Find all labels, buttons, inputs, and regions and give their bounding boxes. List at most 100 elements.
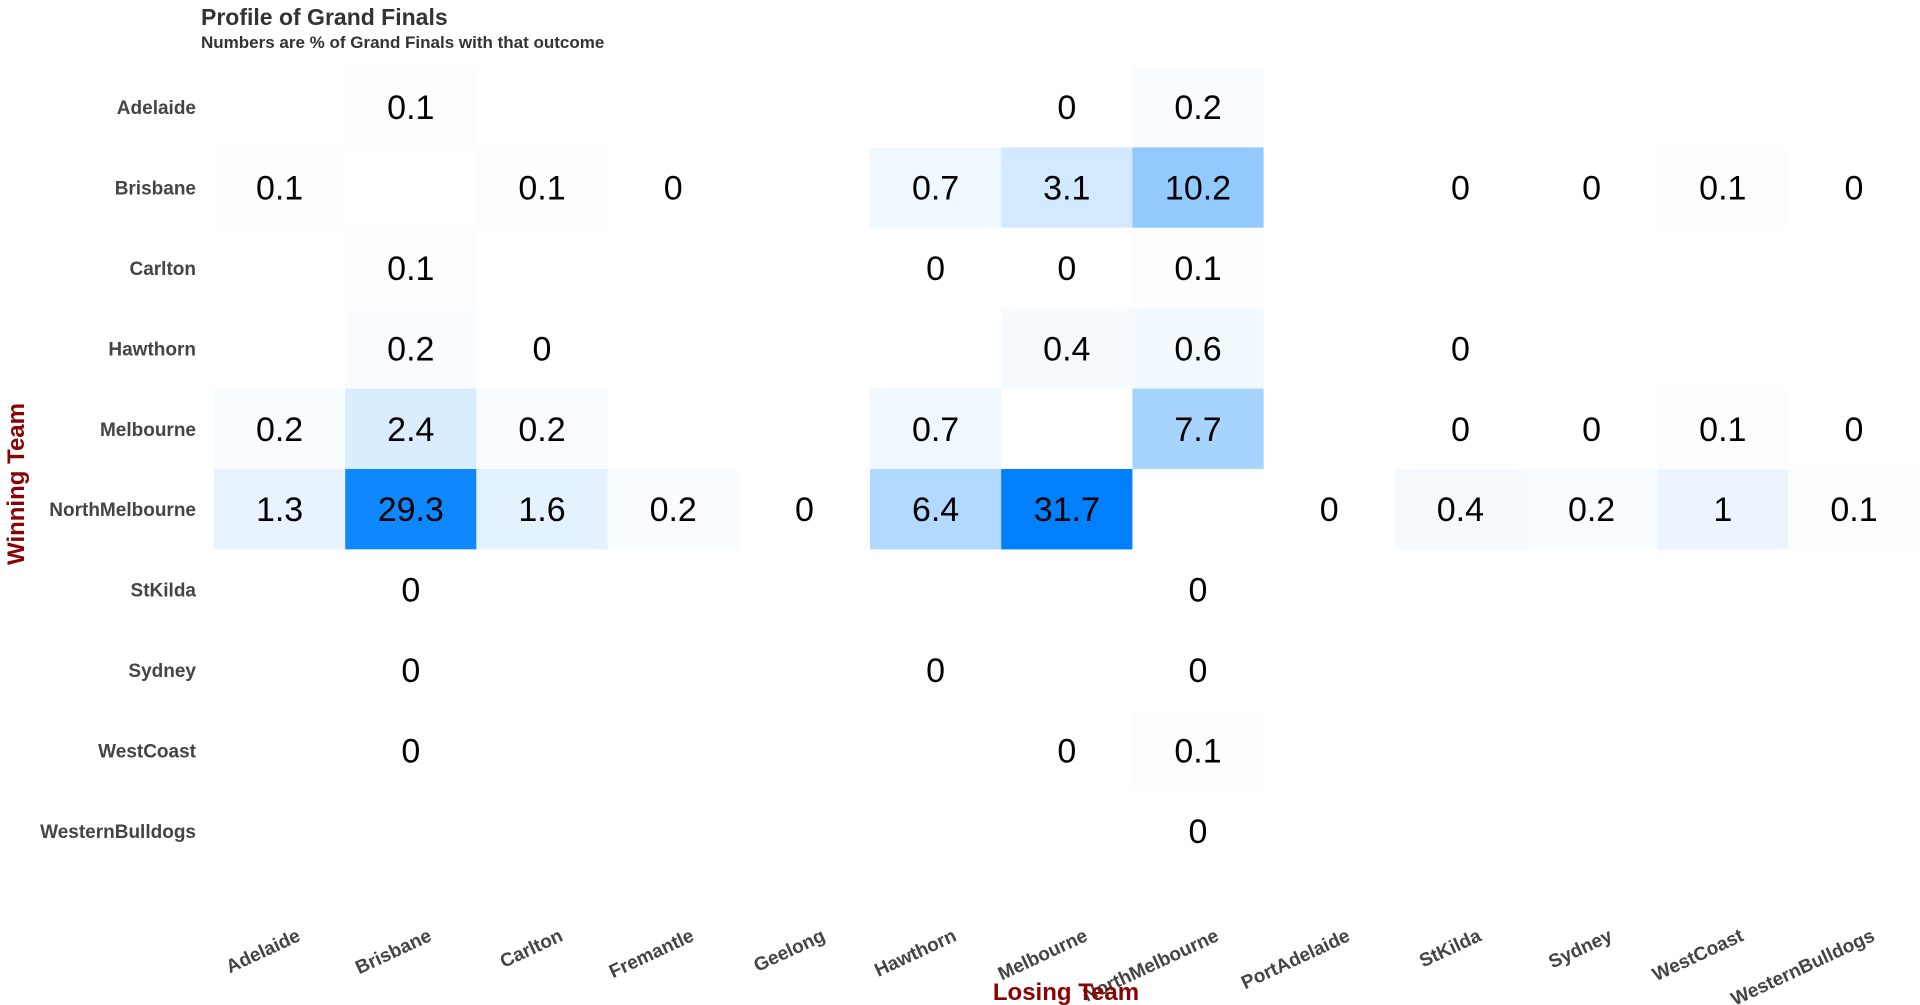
heatmap-cell: [1788, 147, 1920, 228]
cell-value-label: 7.7: [1174, 411, 1221, 449]
cell-value-label: 0.2: [1174, 89, 1221, 127]
cell-value-label: 0.1: [256, 170, 303, 208]
y-tick-label: NorthMelbourne: [49, 500, 196, 521]
heatmap-cell: [1394, 308, 1526, 389]
x-tick-label: StKilda: [1416, 925, 1485, 972]
heatmap-cell: [345, 549, 477, 630]
cell-value-label: 0.1: [1174, 732, 1221, 770]
cell-value-label: 1.3: [256, 491, 303, 529]
heatmap-cell: [1394, 469, 1526, 550]
heatmap-cell: [1001, 308, 1133, 389]
heatmap-cell: [870, 147, 1002, 228]
cell-value-label: 0: [1845, 170, 1864, 208]
y-tick-label: Melbourne: [100, 420, 196, 441]
heatmap-cell: [1788, 469, 1920, 550]
heatmap-cell: [345, 308, 477, 389]
heatmap-cell: [1132, 308, 1264, 389]
heatmap-cell: [1132, 790, 1264, 871]
cell-value-label: 0: [1451, 330, 1470, 368]
heatmap-cell: [607, 469, 739, 550]
heatmap-cell: [214, 147, 346, 228]
heatmap-cell: [476, 469, 608, 550]
cell-value-label: 0.1: [387, 89, 434, 127]
heatmap-cell: [214, 469, 346, 550]
heatmap-cell: [1657, 147, 1789, 228]
heatmap-cell: [870, 388, 1002, 469]
heatmap-cell: [1001, 227, 1133, 309]
heatmap-cell: [1132, 710, 1264, 791]
heatmap-cell: [345, 469, 477, 550]
heatmap-cell: [1001, 710, 1133, 791]
x-axis-title: Losing Team: [993, 979, 1139, 1005]
heatmap-cell: [345, 388, 477, 469]
y-tick-label: Brisbane: [115, 179, 196, 200]
heatmap-cell: [1132, 147, 1264, 228]
cell-value-label: 0: [664, 170, 683, 208]
cell-value-label: 0.2: [650, 491, 697, 529]
cell-value-label: 0: [1451, 411, 1470, 449]
cell-value-label: 0.2: [387, 330, 434, 368]
x-tick-label: Geelong: [751, 925, 829, 976]
cell-value-label: 0.2: [518, 411, 565, 449]
cell-value-label: 0: [1057, 250, 1076, 288]
heatmap-cell: [1526, 147, 1658, 228]
heatmap-cell: [214, 388, 346, 469]
cell-value-label: 0.1: [518, 170, 565, 208]
cell-value-label: 0: [1057, 732, 1076, 770]
heatmap-cell: [870, 629, 1002, 711]
x-tick-label: WestCoast: [1649, 925, 1747, 986]
x-tick-label: Hawthorn: [871, 925, 959, 981]
cell-value-label: 0: [401, 652, 420, 690]
cell-value-label: 0.7: [912, 411, 959, 449]
x-tick-label: WesternBulldogs: [1728, 925, 1878, 1005]
cell-value-label: 0: [1189, 813, 1208, 851]
x-tick-label: PortAdelaide: [1238, 925, 1353, 994]
cell-value-label: 2.4: [387, 411, 434, 449]
heatmap-cell: [345, 629, 477, 711]
cell-value-label: 6.4: [912, 491, 959, 529]
cell-value-label: 0.1: [1699, 170, 1746, 208]
heatmap-cell: [1001, 147, 1133, 228]
cell-value-label: 0: [1320, 491, 1339, 529]
cell-value-label: 0.2: [1568, 491, 1615, 529]
cell-value-label: 0.1: [1830, 491, 1877, 529]
cell-value-label: 0.1: [1699, 411, 1746, 449]
heatmap-cell: [476, 308, 608, 389]
x-tick-label: Melbourne: [995, 925, 1091, 985]
cell-value-label: 0.4: [1043, 330, 1090, 368]
x-tick-label: Adelaide: [223, 925, 304, 978]
heatmap-cell: [738, 469, 870, 550]
x-tick-label: Carlton: [497, 925, 566, 972]
cell-value-label: 0.4: [1437, 491, 1484, 529]
x-tick-label: Brisbane: [352, 925, 435, 978]
heatmap-cell: [345, 67, 477, 148]
cell-value-label: 0: [1189, 572, 1208, 610]
chart-title: Profile of Grand Finals: [201, 4, 448, 30]
heatmap-cell: [1001, 67, 1133, 148]
heatmap-cell: [1526, 469, 1658, 550]
heatmap-cells: [214, 67, 1920, 871]
cell-value-label: 0.1: [387, 250, 434, 288]
x-tick-label: Fremantle: [606, 925, 697, 982]
heatmap-cell: [1132, 629, 1264, 711]
cell-value-label: 0.2: [256, 411, 303, 449]
cell-value-label: 1.6: [518, 491, 565, 529]
cell-value-label: 0: [1582, 170, 1601, 208]
cell-value-label: 0.7: [912, 170, 959, 208]
cell-value-label: 0: [926, 250, 945, 288]
y-axis-ticks: Adelaide Brisbane Carlton Hawthorn Melbourne…: [40, 98, 197, 843]
heatmap-cell: [607, 147, 739, 228]
heatmap-cell: [1657, 469, 1789, 550]
cell-value-label: 0: [401, 732, 420, 770]
heatmap-cell: [870, 227, 1002, 309]
heatmap-cell: [1657, 388, 1789, 469]
heatmap-cell: [1132, 227, 1264, 309]
heatmap-cell-labels: 0.1 0 0.20.1 0.1 0 0.7 3.1 10.2 0 0 0.1 00.1 0 0 0.10.…: [256, 89, 1878, 851]
cell-value-label: 0: [795, 491, 814, 529]
cell-value-label: 0: [1845, 411, 1864, 449]
heatmap-cell: [1132, 67, 1264, 148]
heatmap-cell: [476, 147, 608, 228]
heatmap-cell: [870, 469, 1002, 550]
cell-value-label: 0.1: [1174, 250, 1221, 288]
